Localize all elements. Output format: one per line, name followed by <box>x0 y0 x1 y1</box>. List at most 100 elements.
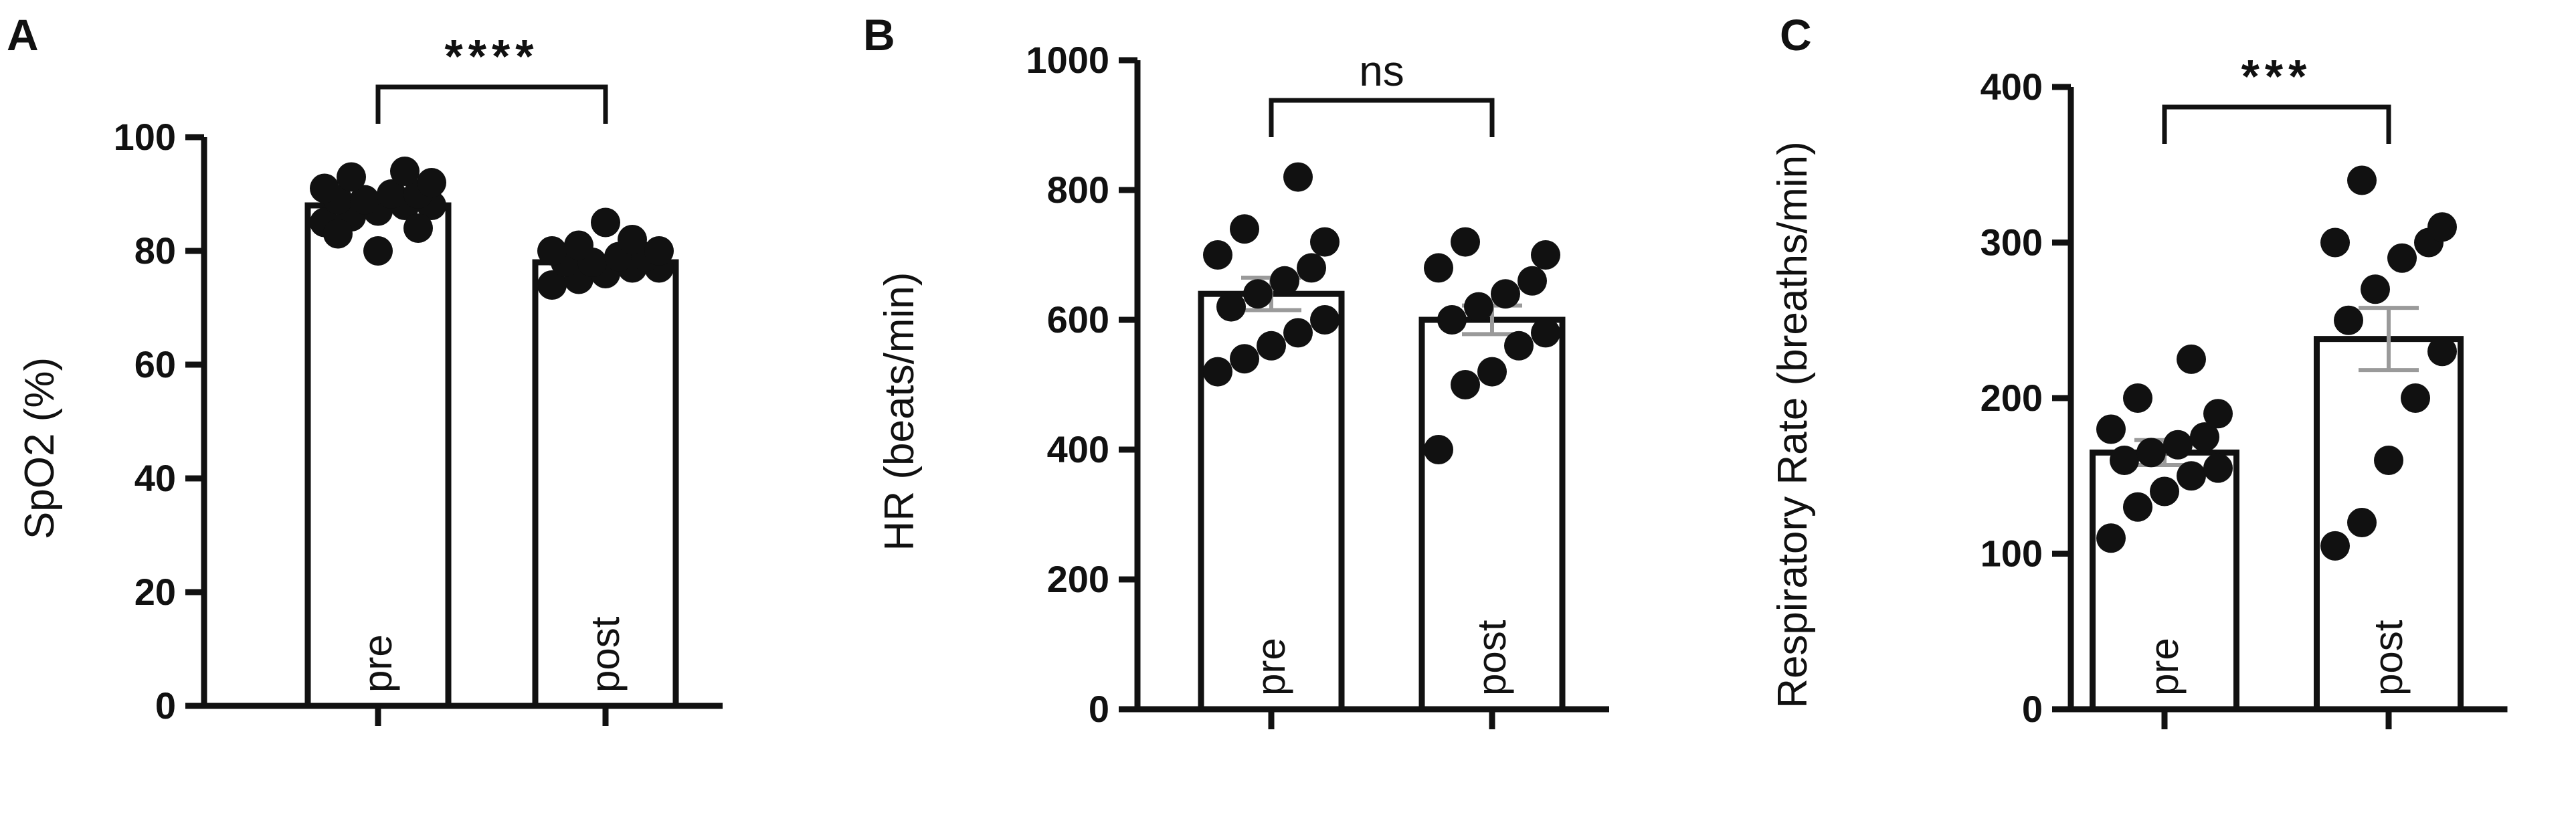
data-point <box>2203 399 2233 429</box>
data-point <box>310 173 339 203</box>
significance-bracket <box>2162 104 2391 144</box>
data-point <box>1270 266 1299 296</box>
data-point <box>1230 344 1259 374</box>
data-point <box>1491 279 1520 309</box>
data-point <box>2177 344 2206 374</box>
data-point <box>1477 357 1507 387</box>
panel-a: A 0 20 40 60 80 100 SpO2 (%) pre post **** <box>7 10 723 727</box>
data-point <box>1504 331 1534 361</box>
data-point <box>350 185 379 215</box>
category-label: post <box>583 616 628 692</box>
data-point <box>377 179 406 209</box>
data-point <box>2096 414 2126 444</box>
data-point <box>2387 243 2417 273</box>
data-point <box>1531 240 1560 270</box>
y-tick-label: 1000 <box>1026 39 1109 81</box>
data-point <box>537 270 567 300</box>
data-point <box>1531 318 1560 348</box>
data-point <box>1243 279 1273 309</box>
panel-c: C 0 100 200 300 400 Respiratory Rate (breaths/… <box>1770 10 2508 730</box>
y-tick-label: 400 <box>1981 66 2043 108</box>
data-point <box>2177 461 2206 491</box>
data-point <box>1216 292 1246 322</box>
data-point <box>644 236 674 266</box>
data-point <box>2334 305 2363 335</box>
data-point <box>1310 305 1340 335</box>
significance-label: **** <box>445 30 539 82</box>
data-point <box>403 213 433 243</box>
y-tick-label: 40 <box>134 457 176 499</box>
significance-label: ns <box>1359 47 1404 95</box>
data-point <box>417 168 446 197</box>
data-point <box>2401 383 2430 413</box>
data-point <box>2427 212 2457 242</box>
y-tick-label: 200 <box>1981 377 2043 419</box>
data-point <box>363 236 393 266</box>
category-label: pre <box>2142 638 2187 696</box>
data-point <box>1451 227 1480 257</box>
panel-letter: B <box>863 10 895 60</box>
panel-letter: A <box>7 10 39 60</box>
y-tick-label: 60 <box>134 343 176 385</box>
data-point <box>1283 162 1313 192</box>
data-point <box>1464 292 1493 322</box>
data-point <box>564 230 593 260</box>
data-point <box>390 157 420 186</box>
significance-bracket <box>375 84 608 124</box>
data-point <box>2136 438 2166 468</box>
category-label: post <box>1469 620 1514 696</box>
data-point <box>2361 274 2390 304</box>
data-point <box>2374 446 2403 475</box>
y-axis-label: HR (beats/min) <box>877 272 923 551</box>
data-point <box>2150 476 2179 506</box>
data-point <box>1203 357 1232 387</box>
category-label: pre <box>355 634 400 692</box>
y-tick-label: 100 <box>114 116 176 158</box>
data-point <box>1437 305 1467 335</box>
significance-bracket <box>1269 98 1495 137</box>
bar-post <box>532 259 679 709</box>
significance-label: *** <box>2241 50 2312 102</box>
data-point <box>2320 531 2350 561</box>
data-point <box>2427 337 2457 367</box>
y-tick-label: 200 <box>1047 558 1109 600</box>
y-tick-label: 20 <box>134 571 176 613</box>
data-point <box>618 225 647 254</box>
y-tick-label: 300 <box>1981 221 2043 264</box>
data-point <box>537 236 567 266</box>
category-label: post <box>2366 620 2411 696</box>
data-point <box>2096 523 2126 553</box>
data-point <box>2110 446 2139 475</box>
y-tick-label: 400 <box>1047 428 1109 470</box>
data-point <box>2320 227 2350 258</box>
y-tick-label: 0 <box>155 684 176 727</box>
y-tick-label: 0 <box>1089 688 1109 730</box>
data-point <box>591 207 620 238</box>
y-tick-label: 600 <box>1047 298 1109 341</box>
data-point <box>337 162 366 192</box>
y-tick-label: 80 <box>134 229 176 272</box>
data-point <box>1517 266 1547 296</box>
data-point <box>1283 318 1313 348</box>
data-point <box>1310 227 1340 257</box>
data-point <box>1203 240 1232 270</box>
data-point <box>1297 253 1326 283</box>
y-tick-label: 0 <box>2022 688 2043 730</box>
data-point <box>1424 435 1453 464</box>
data-point <box>2123 383 2152 413</box>
y-axis-label: SpO2 (%) <box>17 357 63 539</box>
data-point <box>1230 214 1259 244</box>
panel-b: B 0 200 400 600 800 1000 HR (beats/min) pre post n… <box>863 10 1609 730</box>
y-axis-label: Respiratory Rate (breaths/min) <box>1770 141 1816 709</box>
data-point <box>2190 422 2219 452</box>
data-point <box>1424 253 1453 283</box>
y-tick-label: 100 <box>1981 533 2043 575</box>
data-point <box>1257 331 1286 361</box>
bar-pre <box>304 202 452 709</box>
category-label: pre <box>1249 638 1293 696</box>
panel-letter: C <box>1780 10 1812 60</box>
y-tick-label: 800 <box>1047 169 1109 211</box>
data-point <box>2203 453 2233 483</box>
